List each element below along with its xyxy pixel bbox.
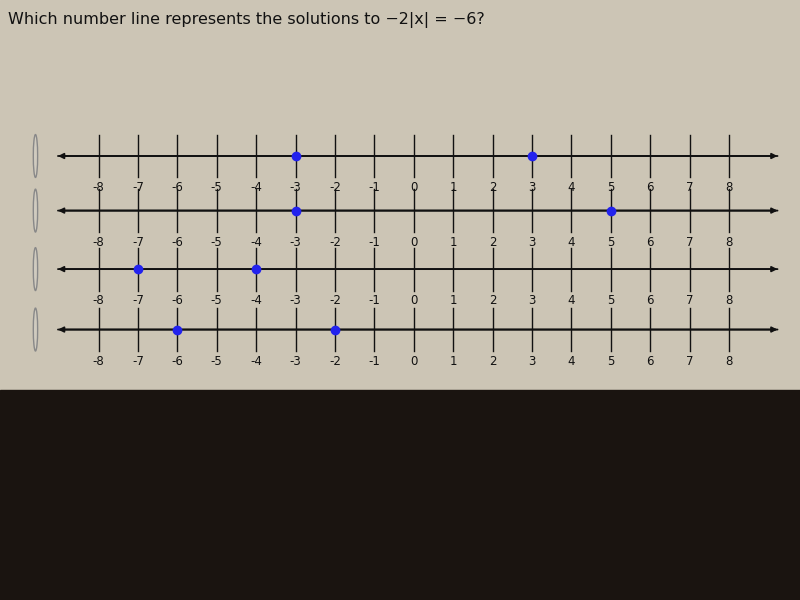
Text: -6: -6: [171, 181, 183, 194]
Text: 1: 1: [450, 295, 457, 307]
Text: Which number line represents the solutions to −2|x| = −6?: Which number line represents the solutio…: [8, 11, 485, 28]
Text: 4: 4: [568, 295, 575, 307]
Text: 7: 7: [686, 355, 694, 368]
Bar: [0, 390, 800, 600]
Text: -3: -3: [290, 355, 302, 368]
Text: 5: 5: [607, 295, 614, 307]
Text: 1: 1: [450, 236, 457, 249]
Text: 6: 6: [646, 181, 654, 194]
Text: 4: 4: [568, 355, 575, 368]
Text: 5: 5: [607, 181, 614, 194]
Text: -4: -4: [250, 181, 262, 194]
Circle shape: [34, 134, 38, 178]
Text: 1: 1: [450, 355, 457, 368]
Text: 2: 2: [489, 295, 496, 307]
Text: 7: 7: [686, 181, 694, 194]
Text: -4: -4: [250, 236, 262, 249]
Text: -1: -1: [369, 236, 380, 249]
Text: -8: -8: [93, 295, 104, 307]
Text: -2: -2: [329, 236, 341, 249]
Bar: [0, 0, 800, 390]
Text: 0: 0: [410, 295, 418, 307]
Text: -3: -3: [290, 181, 302, 194]
Text: 0: 0: [410, 236, 418, 249]
Text: -7: -7: [132, 181, 144, 194]
Text: -2: -2: [329, 355, 341, 368]
Circle shape: [34, 189, 38, 232]
Text: -3: -3: [290, 295, 302, 307]
Text: -4: -4: [250, 355, 262, 368]
Text: -4: -4: [250, 295, 262, 307]
Text: -1: -1: [369, 295, 380, 307]
Text: 2: 2: [489, 236, 496, 249]
Text: 3: 3: [528, 236, 536, 249]
Text: 8: 8: [726, 295, 733, 307]
Text: -5: -5: [211, 181, 222, 194]
Text: 3: 3: [528, 181, 536, 194]
Text: -2: -2: [329, 295, 341, 307]
Text: 3: 3: [528, 355, 536, 368]
Text: -5: -5: [211, 355, 222, 368]
Text: 8: 8: [726, 181, 733, 194]
Text: 2: 2: [489, 355, 496, 368]
Text: 1: 1: [450, 181, 457, 194]
Text: 7: 7: [686, 295, 694, 307]
Text: -5: -5: [211, 236, 222, 249]
Text: 3: 3: [528, 295, 536, 307]
Circle shape: [34, 248, 38, 290]
Text: 8: 8: [726, 236, 733, 249]
Text: -6: -6: [171, 236, 183, 249]
Text: -2: -2: [329, 181, 341, 194]
Text: 4: 4: [568, 236, 575, 249]
Text: -5: -5: [211, 295, 222, 307]
Text: -7: -7: [132, 236, 144, 249]
Text: 0: 0: [410, 181, 418, 194]
Text: 2: 2: [489, 181, 496, 194]
Text: -8: -8: [93, 181, 104, 194]
Text: -7: -7: [132, 295, 144, 307]
Text: -3: -3: [290, 236, 302, 249]
Text: 6: 6: [646, 295, 654, 307]
Text: -1: -1: [369, 355, 380, 368]
Text: 0: 0: [410, 355, 418, 368]
Text: 4: 4: [568, 181, 575, 194]
Text: -6: -6: [171, 355, 183, 368]
Text: 7: 7: [686, 236, 694, 249]
Text: -7: -7: [132, 355, 144, 368]
Text: 8: 8: [726, 355, 733, 368]
Text: -8: -8: [93, 355, 104, 368]
Text: -6: -6: [171, 295, 183, 307]
Text: 5: 5: [607, 236, 614, 249]
Text: -1: -1: [369, 181, 380, 194]
Text: 6: 6: [646, 236, 654, 249]
Text: 5: 5: [607, 355, 614, 368]
Circle shape: [34, 308, 38, 351]
Text: 6: 6: [646, 355, 654, 368]
Text: -8: -8: [93, 236, 104, 249]
